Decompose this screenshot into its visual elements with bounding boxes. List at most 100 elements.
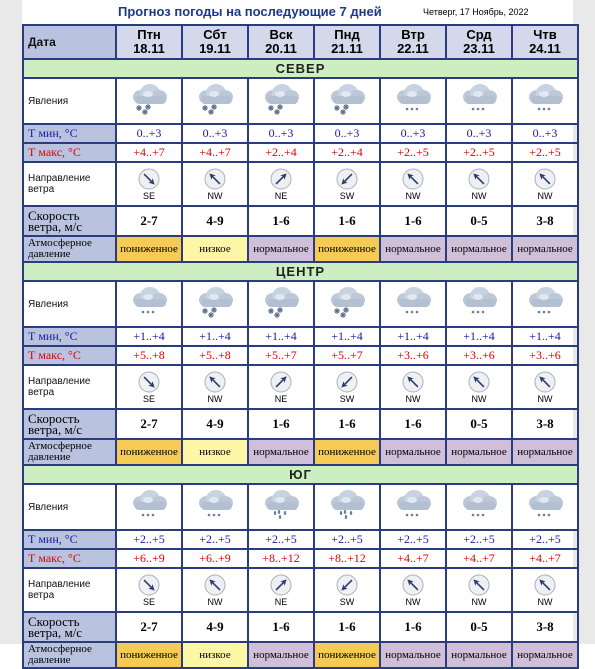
day-date: 18.11 bbox=[133, 41, 165, 56]
tmax-value: +2..+5 bbox=[511, 142, 579, 163]
wind-speed-value: 1-6 bbox=[313, 611, 381, 643]
pressure-value: низкое bbox=[181, 641, 249, 669]
wind-direction-value: SE bbox=[142, 393, 155, 404]
weather-cell bbox=[379, 483, 447, 531]
wind-speed-label: Скорость ветра, м/с bbox=[22, 408, 117, 440]
wind-direction-cell: NW bbox=[181, 161, 249, 207]
wind-direction-cell: NW bbox=[445, 161, 513, 207]
tmax-value: +3..+6 bbox=[445, 345, 513, 366]
wind-direction-cell: NE bbox=[247, 161, 315, 207]
wind-speed-label: Скорость ветра, м/с bbox=[22, 205, 117, 237]
wind-direction-cell: NW bbox=[511, 161, 579, 207]
pressure-value: нормальное bbox=[379, 438, 447, 466]
tmax-row: Т макс, °С +6..+9 +6..+9 +8..+12 +8..+12 +4..… bbox=[22, 548, 579, 569]
compass-icon bbox=[316, 371, 378, 393]
pressure-value: пониженное bbox=[313, 641, 381, 669]
wind-direction-row: Направление ветра SE NW NE SW NW NW NW bbox=[22, 364, 579, 410]
wind-speed-value: 4-9 bbox=[181, 408, 249, 440]
tmax-value: +3..+6 bbox=[511, 345, 579, 366]
day-date: 21.11 bbox=[331, 41, 363, 56]
wind-speed-value: 4-9 bbox=[181, 611, 249, 643]
wind-direction-cell: SW bbox=[313, 364, 381, 410]
wind-direction-value: NW bbox=[471, 393, 487, 404]
tmin-value: +2..+5 bbox=[313, 529, 381, 550]
pressure-value: нормальное bbox=[247, 235, 315, 263]
weather-cell bbox=[181, 280, 249, 328]
wind-direction-cell: SE bbox=[115, 161, 183, 207]
wind-direction-cell: SW bbox=[313, 567, 381, 613]
cloud-snowflake-icon bbox=[324, 286, 370, 323]
pressure-value: пониженное bbox=[115, 438, 183, 466]
compass-icon bbox=[250, 168, 312, 190]
day-header: Птн 18.11 bbox=[115, 24, 183, 60]
day-date: 23.11 bbox=[463, 41, 495, 56]
wind-speed-value: 1-6 bbox=[247, 611, 315, 643]
pressure-row: Атмосферное давление пониженное низкое норм… bbox=[22, 438, 579, 466]
wind-speed-value: 2-7 bbox=[115, 205, 183, 237]
pressure-value: нормальное bbox=[511, 235, 579, 263]
day-date: 24.11 bbox=[529, 41, 561, 56]
compass-icon bbox=[316, 574, 378, 596]
wind-speed-value: 0-5 bbox=[445, 611, 513, 643]
tmax-value: +4..+7 bbox=[511, 548, 579, 569]
pressure-value: пониженное bbox=[313, 235, 381, 263]
day-header: Чтв 24.11 bbox=[511, 24, 579, 60]
day-date: 22.11 bbox=[397, 41, 429, 56]
cloud-snow-dots-icon bbox=[192, 489, 238, 526]
weather-cell bbox=[115, 77, 183, 125]
weather-cell bbox=[115, 483, 183, 531]
wind-direction-label: Направление ветра bbox=[22, 364, 117, 410]
pressure-value: нормальное bbox=[379, 641, 447, 669]
wind-speed-value: 1-6 bbox=[313, 205, 381, 237]
compass-icon bbox=[448, 371, 510, 393]
compass-icon bbox=[118, 168, 180, 190]
wind-direction-value: NW bbox=[207, 393, 223, 404]
tmin-value: +2..+5 bbox=[445, 529, 513, 550]
day-header: Пнд 21.11 bbox=[313, 24, 381, 60]
wind-direction-row: Направление ветра SE NW NE SW NW NW NW bbox=[22, 567, 579, 613]
cloud-snow-dots-icon bbox=[126, 489, 172, 526]
compass-icon bbox=[382, 168, 444, 190]
wind-speed-row: Скорость ветра, м/с 2-7 4-9 1-6 1-6 1-6 0-5 3-8 bbox=[22, 205, 579, 237]
pressure-value: нормальное bbox=[445, 235, 513, 263]
pressure-value: нормальное bbox=[511, 438, 579, 466]
compass-icon bbox=[448, 574, 510, 596]
wind-direction-value: NW bbox=[537, 596, 553, 607]
wind-direction-label: Направление ветра bbox=[22, 567, 117, 613]
day-name: Сбт bbox=[203, 27, 227, 42]
tmax-label: Т макс, °С bbox=[22, 548, 117, 569]
wind-direction-cell: SE bbox=[115, 364, 183, 410]
wind-direction-value: SE bbox=[142, 190, 155, 201]
header-row: Дата Птн 18.11 Сбт 19.11 Вск 20.11 Пнд 21.11 Втр 2… bbox=[22, 24, 579, 60]
tmin-value: +2..+5 bbox=[247, 529, 315, 550]
pressure-row: Атмосферное давление пониженное низкое норм… bbox=[22, 235, 579, 263]
tmax-value: +5..+7 bbox=[247, 345, 315, 366]
tmin-label: Т мин, °С bbox=[22, 326, 117, 347]
day-header: Вск 20.11 bbox=[247, 24, 315, 60]
tmax-value: +8..+12 bbox=[247, 548, 315, 569]
pressure-value: низкое bbox=[181, 438, 249, 466]
weather-cell bbox=[445, 77, 513, 125]
wind-direction-cell: NW bbox=[379, 567, 447, 613]
tmin-value: 0..+3 bbox=[313, 123, 381, 144]
tmin-value: +2..+5 bbox=[511, 529, 579, 550]
compass-icon bbox=[316, 168, 378, 190]
tmax-label: Т макс, °С bbox=[22, 142, 117, 163]
wind-speed-value: 1-6 bbox=[379, 205, 447, 237]
wind-direction-value: SW bbox=[339, 596, 355, 607]
tmax-label: Т макс, °С bbox=[22, 345, 117, 366]
wind-direction-value: NW bbox=[471, 596, 487, 607]
cloud-snow-dots-icon bbox=[522, 286, 568, 323]
tmax-value: +4..+7 bbox=[379, 548, 447, 569]
wind-direction-value: NW bbox=[405, 190, 421, 201]
wind-direction-cell: NW bbox=[445, 567, 513, 613]
weather-cell bbox=[379, 280, 447, 328]
wind-speed-row: Скорость ветра, м/с 2-7 4-9 1-6 1-6 1-6 0-5 3-8 bbox=[22, 611, 579, 643]
day-name: Вск bbox=[269, 27, 293, 42]
wind-direction-cell: NW bbox=[379, 161, 447, 207]
wind-speed-value: 4-9 bbox=[181, 205, 249, 237]
weather-cell bbox=[115, 280, 183, 328]
cloud-snowflake-icon bbox=[192, 83, 238, 120]
cloud-snow-dots-icon bbox=[522, 489, 568, 526]
weather-cell bbox=[445, 483, 513, 531]
